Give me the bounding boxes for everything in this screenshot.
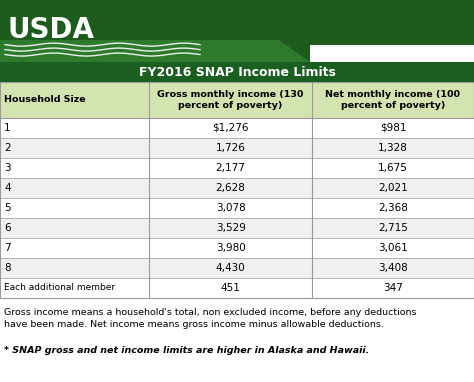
Text: 1,675: 1,675: [378, 163, 408, 173]
Text: 6: 6: [4, 223, 10, 233]
Bar: [0, 258, 474, 278]
Text: 2,021: 2,021: [378, 183, 408, 193]
Text: 2,177: 2,177: [216, 163, 246, 173]
Text: 8: 8: [4, 263, 10, 273]
Text: 2,628: 2,628: [216, 183, 246, 193]
Polygon shape: [310, 45, 474, 62]
Text: Household Size: Household Size: [4, 96, 86, 105]
Text: 3,078: 3,078: [216, 203, 246, 213]
Bar: [0, 82, 474, 118]
Text: $1,276: $1,276: [212, 123, 249, 133]
Text: FY2016 SNAP Income Limits: FY2016 SNAP Income Limits: [138, 65, 336, 78]
Text: 451: 451: [221, 283, 240, 293]
Text: 2,715: 2,715: [378, 223, 408, 233]
Text: * SNAP gross and net income limits are higher in Alaska and Hawaii.: * SNAP gross and net income limits are h…: [4, 346, 369, 355]
Bar: [0, 198, 474, 218]
Text: 4,430: 4,430: [216, 263, 246, 273]
Bar: [0, 278, 474, 298]
Text: Gross monthly income (130
percent of poverty): Gross monthly income (130 percent of pov…: [157, 90, 304, 110]
Text: 1: 1: [4, 123, 10, 133]
Text: 3: 3: [4, 163, 10, 173]
Text: 7: 7: [4, 243, 10, 253]
Bar: [0, 62, 474, 82]
Text: 1,726: 1,726: [216, 143, 246, 153]
Text: 2,368: 2,368: [378, 203, 408, 213]
Bar: [0, 218, 474, 238]
Text: Gross income means a household's total, non excluded income, before any deductio: Gross income means a household's total, …: [4, 308, 417, 329]
Bar: [0, 238, 474, 258]
Text: $981: $981: [380, 123, 406, 133]
Polygon shape: [310, 0, 474, 45]
Text: 1,328: 1,328: [378, 143, 408, 153]
Text: 3,980: 3,980: [216, 243, 246, 253]
Text: 3,529: 3,529: [216, 223, 246, 233]
Bar: [0, 178, 474, 198]
Text: USDA: USDA: [8, 16, 95, 44]
Text: 2: 2: [4, 143, 10, 153]
Text: Each additional member: Each additional member: [4, 283, 115, 293]
Text: 5: 5: [4, 203, 10, 213]
Text: 347: 347: [383, 283, 403, 293]
Text: 3,408: 3,408: [378, 263, 408, 273]
Bar: [0, 118, 474, 138]
Text: 4: 4: [4, 183, 10, 193]
Bar: [0, 158, 474, 178]
Text: Net monthly income (100
percent of poverty): Net monthly income (100 percent of pover…: [326, 90, 460, 110]
Bar: [0, 138, 474, 158]
Polygon shape: [0, 40, 310, 62]
Polygon shape: [0, 0, 310, 62]
Text: 3,061: 3,061: [378, 243, 408, 253]
